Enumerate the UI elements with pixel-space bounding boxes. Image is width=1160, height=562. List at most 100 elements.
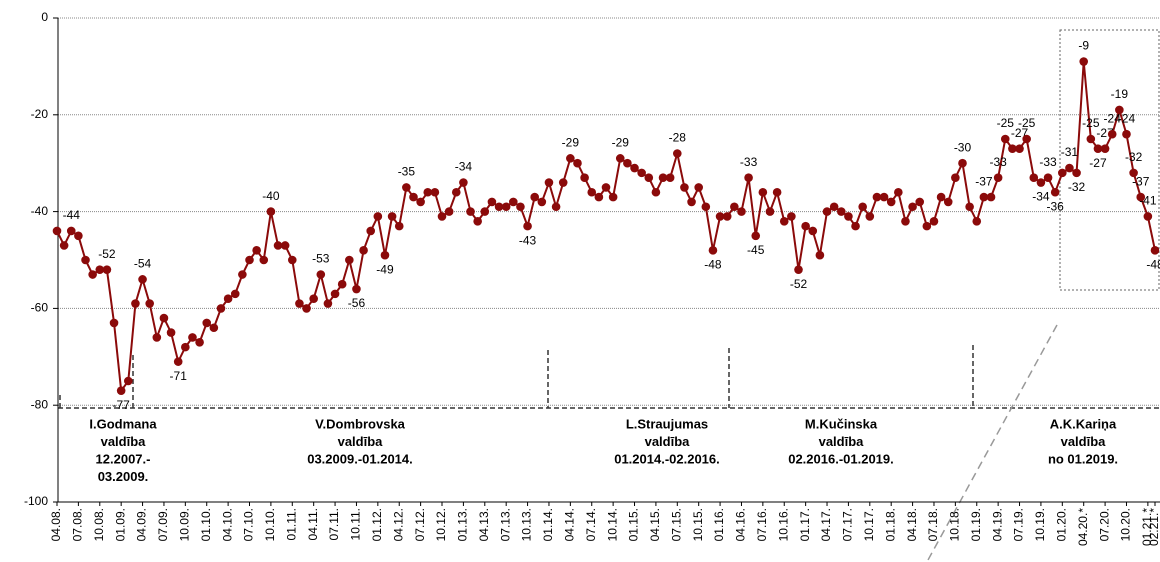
x-tick-label: 04.17. bbox=[819, 508, 833, 541]
point bbox=[815, 250, 825, 260]
data-label: -25 bbox=[1082, 116, 1100, 130]
x-tick-label: 04.15. bbox=[648, 508, 662, 541]
point bbox=[202, 318, 212, 328]
point bbox=[737, 207, 746, 216]
point bbox=[387, 212, 397, 221]
data-label: -24 bbox=[1118, 111, 1136, 125]
y-tick-label: -80 bbox=[31, 397, 49, 411]
point bbox=[779, 216, 789, 226]
point bbox=[380, 250, 390, 260]
x-tick-label: 07.08. bbox=[71, 508, 85, 541]
point bbox=[886, 197, 896, 207]
x-tick-label: 01.19. bbox=[969, 508, 983, 541]
point bbox=[615, 154, 625, 163]
x-tick-label: 10.10. bbox=[263, 508, 277, 541]
point bbox=[708, 246, 718, 255]
point bbox=[188, 333, 197, 342]
point bbox=[166, 328, 176, 337]
point bbox=[1036, 178, 1046, 187]
x-tick-label: 01.13. bbox=[456, 508, 470, 541]
x-tick-label: 04.18. bbox=[905, 508, 919, 541]
point bbox=[744, 173, 753, 183]
data-label: -37 bbox=[975, 174, 993, 188]
x-tick-label: 10.13. bbox=[520, 508, 534, 541]
point bbox=[922, 221, 932, 231]
point bbox=[102, 265, 112, 274]
y-tick-label: -20 bbox=[31, 107, 49, 121]
point bbox=[872, 192, 882, 202]
annotation: M.Kučinska bbox=[805, 416, 878, 431]
point bbox=[658, 173, 668, 183]
data-label: -32 bbox=[1125, 150, 1143, 164]
point bbox=[879, 192, 889, 202]
point bbox=[1129, 168, 1138, 178]
point bbox=[473, 216, 482, 226]
x-tick-label: 10.08. bbox=[92, 508, 106, 541]
point bbox=[993, 173, 1003, 183]
x-tick-label: 01.17. bbox=[798, 508, 812, 541]
point bbox=[1107, 129, 1117, 139]
x-tick-label: 07.09. bbox=[156, 508, 170, 541]
point bbox=[330, 289, 340, 299]
point bbox=[1086, 134, 1096, 144]
point bbox=[109, 318, 119, 328]
point bbox=[181, 342, 190, 352]
callout-line bbox=[927, 324, 1058, 561]
point bbox=[951, 173, 960, 183]
data-label: -34 bbox=[1032, 190, 1050, 204]
point bbox=[138, 275, 147, 284]
annotation: 12.2007.- bbox=[96, 451, 151, 466]
point bbox=[730, 202, 739, 212]
data-label: -43 bbox=[519, 233, 537, 247]
point bbox=[302, 304, 311, 313]
point bbox=[829, 202, 839, 212]
point bbox=[794, 265, 803, 274]
point bbox=[1115, 105, 1124, 115]
point bbox=[509, 197, 518, 207]
point bbox=[223, 294, 233, 304]
data-label: -31 bbox=[1061, 145, 1079, 159]
point bbox=[402, 183, 411, 192]
x-tick-label: 01.21.* bbox=[1140, 508, 1154, 546]
point bbox=[979, 192, 989, 202]
data-label: -48 bbox=[1146, 257, 1160, 271]
y-tick-label: -100 bbox=[24, 494, 48, 508]
point bbox=[808, 226, 818, 236]
x-tick-label: 01.10. bbox=[199, 508, 213, 541]
point bbox=[1136, 192, 1146, 202]
point bbox=[765, 207, 775, 216]
annotation: valdība bbox=[101, 434, 147, 449]
point bbox=[252, 246, 261, 255]
data-label: -25 bbox=[1018, 116, 1036, 130]
point bbox=[123, 376, 133, 386]
point bbox=[88, 270, 97, 279]
point bbox=[758, 187, 768, 197]
point bbox=[487, 197, 497, 207]
data-label: -29 bbox=[612, 136, 630, 150]
point bbox=[566, 154, 575, 163]
point bbox=[751, 231, 761, 241]
data-label: -54 bbox=[134, 257, 152, 271]
point bbox=[423, 187, 433, 197]
point bbox=[337, 279, 347, 289]
x-tick-label: 10.09. bbox=[178, 508, 192, 541]
x-tick-label: 10.17. bbox=[862, 508, 876, 541]
point bbox=[701, 202, 711, 212]
point bbox=[573, 158, 582, 168]
x-tick-label: 04.20.* bbox=[1076, 508, 1090, 546]
point bbox=[173, 357, 183, 366]
x-tick-label: 04.10. bbox=[220, 508, 234, 541]
point bbox=[908, 202, 917, 212]
x-tick-label: 04.13. bbox=[477, 508, 491, 541]
point bbox=[1029, 173, 1039, 183]
annotation: valdība bbox=[645, 434, 691, 449]
point bbox=[416, 197, 425, 207]
point bbox=[594, 192, 604, 202]
data-label: -77 bbox=[112, 398, 130, 412]
x-tick-label: 01.15. bbox=[627, 508, 641, 541]
data-label: -33 bbox=[989, 155, 1007, 169]
data-label: -29 bbox=[562, 136, 580, 150]
point bbox=[145, 299, 154, 308]
point bbox=[480, 207, 490, 216]
point bbox=[295, 299, 304, 308]
